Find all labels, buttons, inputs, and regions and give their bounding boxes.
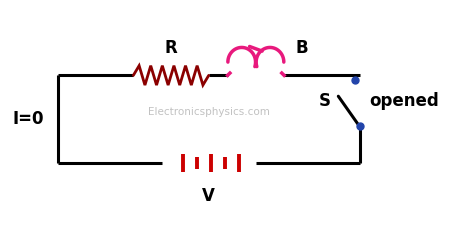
Text: I=0: I=0 — [12, 110, 44, 128]
Text: B: B — [296, 39, 309, 57]
Text: R: R — [164, 39, 177, 57]
Text: Electronicsphysics.com: Electronicsphysics.com — [148, 107, 270, 117]
Text: opened: opened — [369, 92, 439, 110]
Text: S: S — [319, 92, 331, 110]
Text: V: V — [202, 187, 215, 205]
